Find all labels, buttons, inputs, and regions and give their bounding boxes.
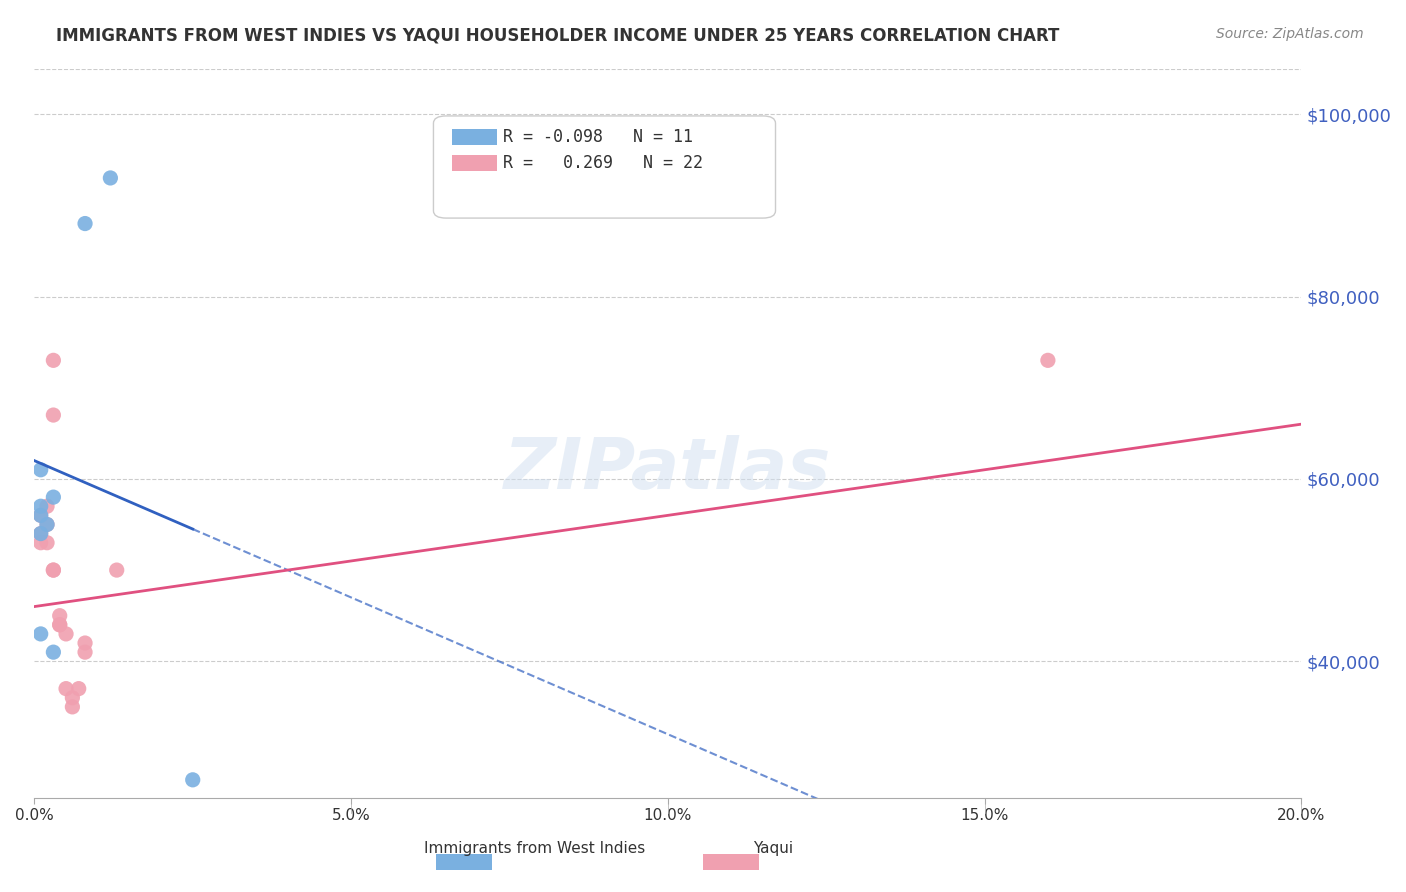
Point (60, 699, 83, 714)
Point (42, 563, 65, 577)
Point (30, 508, 52, 523)
Point (73, 645, 96, 659)
Point (30, 500, 52, 514)
Text: Source: ZipAtlas.com: Source: ZipAtlas.com (1216, 27, 1364, 41)
Text: Immigrants from West Indies: Immigrants from West Indies (423, 841, 645, 856)
Text: IMMIGRANTS FROM WEST INDIES VS YAQUI HOUSEHOLDER INCOME UNDER 25 YEARS CORRELATI: IMMIGRANTS FROM WEST INDIES VS YAQUI HOU… (56, 27, 1060, 45)
Point (67, 681, 90, 696)
Bar (453, 154, 496, 170)
Point (105, 563, 128, 577)
FancyBboxPatch shape (433, 116, 776, 218)
Point (30, 463, 52, 477)
Point (42, 408, 65, 422)
Point (55, 681, 77, 696)
Point (30, 508, 52, 523)
Point (42, 645, 65, 659)
Text: R =   0.269   N = 22: R = 0.269 N = 22 (503, 153, 703, 171)
Text: ZIPatlas: ZIPatlas (505, 435, 831, 504)
Point (35, 517, 58, 532)
Point (48, 617, 70, 632)
Point (55, 627, 77, 641)
Point (100, 170, 122, 185)
Text: R = -0.098   N = 11: R = -0.098 N = 11 (503, 128, 693, 146)
Point (42, 563, 65, 577)
Point (35, 500, 58, 514)
Point (60, 690, 83, 705)
Point (35, 517, 58, 532)
Point (1036, 353, 1059, 368)
Text: Yaqui: Yaqui (754, 841, 793, 856)
Point (48, 608, 70, 623)
Point (42, 490, 65, 504)
Point (35, 535, 58, 549)
Point (30, 627, 52, 641)
Point (73, 636, 96, 650)
Point (42, 353, 65, 368)
Point (181, 772, 204, 787)
Point (30, 526, 52, 541)
Point (30, 526, 52, 541)
Bar (453, 129, 496, 145)
Point (73, 217, 96, 231)
Point (30, 535, 52, 549)
Point (48, 617, 70, 632)
